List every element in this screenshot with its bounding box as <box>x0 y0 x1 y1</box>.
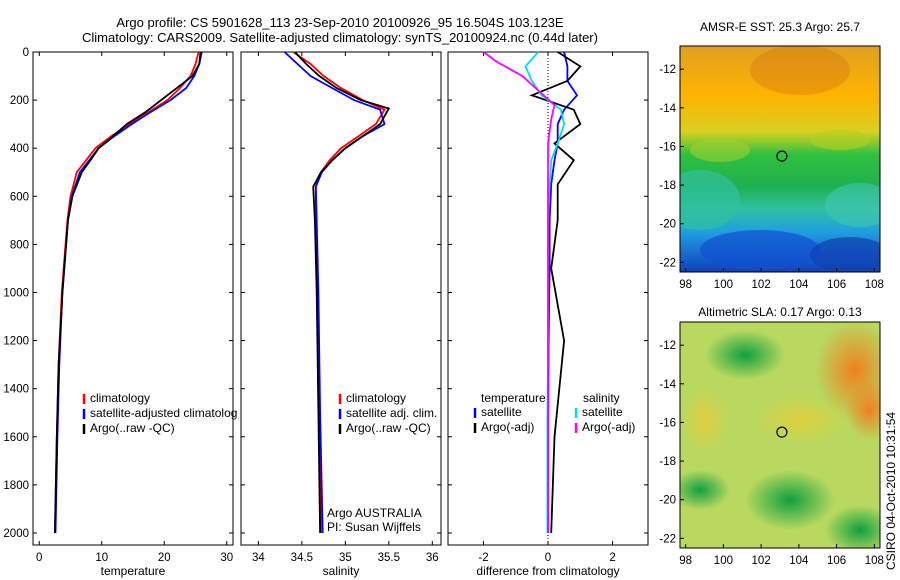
map-x-tick-label: 108 <box>865 279 884 291</box>
x-tick-label: 35 <box>339 552 352 564</box>
series-line-1 <box>547 51 579 533</box>
argo-location-marker <box>776 150 788 162</box>
map-x-tick-label: 106 <box>827 555 846 567</box>
figure-title-line2: Climatology: CARS2009. Satellite-adjuste… <box>82 30 598 45</box>
x-tick-label: 0 <box>545 552 551 564</box>
y-tick-label: 400 <box>10 143 29 155</box>
map-y-tick-label: -16 <box>659 141 676 153</box>
map-x-tick-label: 100 <box>714 279 733 291</box>
series-line-4 <box>482 51 556 533</box>
sst-map-panel <box>679 45 881 273</box>
map-y-tick-label: -22 <box>659 257 676 269</box>
diff-legend-salinity-heading: salinity <box>583 391 620 405</box>
plot-frame <box>240 51 442 546</box>
x-tick-label: 10 <box>95 552 108 564</box>
series-line-2 <box>283 51 386 534</box>
salinity-legend-label-3: Argo(..raw -QC) <box>346 421 431 435</box>
map-y-tick-label: -14 <box>659 103 676 115</box>
y-tick-label: 1400 <box>3 384 29 396</box>
map-x-tick-label: 100 <box>714 555 733 567</box>
map-y-tick-label: -18 <box>659 180 676 192</box>
profile-panels: 0 10 20 30020040060080010001200140016001800… <box>3 47 649 578</box>
figure-title-line1: Argo profile: CS 5901628_113 23-Sep-2010… <box>116 15 564 30</box>
map-y-tick-label: -12 <box>659 64 676 76</box>
map-y-tick-label: -18 <box>659 456 676 468</box>
salinity-legend-label-1: climatology <box>346 391 406 405</box>
map-y-tick-label: -16 <box>659 417 676 429</box>
map-x-tick-label: 102 <box>752 555 771 567</box>
temperature-legend-label-3: Argo(..raw -QC) <box>90 421 175 435</box>
x-tick-label: 35.5 <box>378 552 400 564</box>
map-y-tick-label: -20 <box>659 495 676 507</box>
argo-location-marker <box>776 426 788 438</box>
argo-label-line2: PI: Susan Wijffels <box>327 520 421 534</box>
diff-legend-temp-label-2: Argo(-adj) <box>481 420 534 434</box>
profile-panel-1: 0 10 20 30 0 200 400 600 800 1000 1200 1400 1600 1800… <box>3 47 234 578</box>
x-tick-label: 30 <box>220 552 233 564</box>
diff-legend-temp-label-1: satellite <box>481 405 522 419</box>
x-axis-label: salinity <box>323 564 360 578</box>
y-tick-label: 800 <box>10 239 29 251</box>
x-tick-label: 20 <box>158 552 171 564</box>
y-tick-label: 1000 <box>3 287 29 299</box>
diff-legend-sal-label-2: Argo(-adj) <box>582 420 635 434</box>
y-tick-label: 1200 <box>3 336 29 348</box>
diff-legend-temperature-heading: temperature <box>481 391 546 405</box>
y-tick-label: 1800 <box>3 480 29 492</box>
sla-map-frame <box>679 321 881 549</box>
x-tick-label: 36 <box>426 552 439 564</box>
map-x-tick-label: 98 <box>679 279 692 291</box>
plot-frame <box>32 51 234 546</box>
x-tick-label: 2 <box>609 552 615 564</box>
map-x-tick-label: 106 <box>827 279 846 291</box>
x-axis-label: temperature <box>101 564 166 578</box>
series-line-3 <box>294 51 391 534</box>
y-tick-label: 1600 <box>3 432 29 444</box>
series-line-3 <box>54 51 202 534</box>
map-x-tick-label: 102 <box>752 279 771 291</box>
argo-label-line1: Argo AUSTRALIA <box>327 506 422 520</box>
sst-map-title: AMSR-E SST: 25.3 Argo: 25.7 <box>700 20 860 34</box>
map-axes-1: 98 100 102 104 106 108 -12 -14 -16 -18 -20 -22 <box>659 64 884 291</box>
temperature-legend-label-2: satellite-adjusted climatolog <box>90 406 237 420</box>
series-line-1 <box>292 51 386 534</box>
map-y-tick-label: -14 <box>659 379 676 391</box>
salinity-legend-label-2: satellite adj. clim. <box>346 406 437 420</box>
diff-legend-sal-label-1: satellite <box>582 405 623 419</box>
sst-heatmap-image <box>680 46 880 272</box>
map-y-tick-label: -12 <box>659 340 676 352</box>
map-y-tick-label: -22 <box>659 533 676 545</box>
sla-map-title: Altimetric SLA: 0.17 Argo: 0.13 <box>698 305 862 319</box>
y-tick-label: 0 <box>23 47 29 59</box>
map-x-tick-label: 98 <box>679 555 692 567</box>
map-x-tick-label: 104 <box>789 279 809 291</box>
credit-text: CSIRO 04-Oct-2010 10:31:54 <box>884 412 898 570</box>
x-tick-label: 34 <box>252 552 265 564</box>
map-axes-2: 98 100 102 104 106 108 -12 -14 -16 -18 -20 -22 <box>659 340 884 567</box>
y-tick-label: 600 <box>10 191 29 203</box>
x-axis-label: difference from climatology <box>476 564 619 578</box>
map-x-tick-label: 104 <box>789 555 809 567</box>
y-tick-label: 200 <box>10 95 29 107</box>
map-x-tick-label: 108 <box>865 555 884 567</box>
x-tick-label: 34.5 <box>291 552 313 564</box>
sst-map-frame <box>679 45 881 273</box>
y-tick-label: 2000 <box>3 528 29 540</box>
profile-panel-2: 34 34.5 35 35.5 36 salinity <box>240 51 442 578</box>
temperature-legend-label-1: climatology <box>90 391 150 405</box>
x-tick-label: -2 <box>478 552 488 564</box>
sla-heatmap-image <box>680 322 880 548</box>
map-y-tick-label: -20 <box>659 219 676 231</box>
x-tick-label: 0 <box>36 552 42 564</box>
sla-map-panel <box>679 321 881 549</box>
series-line-2 <box>529 51 582 534</box>
